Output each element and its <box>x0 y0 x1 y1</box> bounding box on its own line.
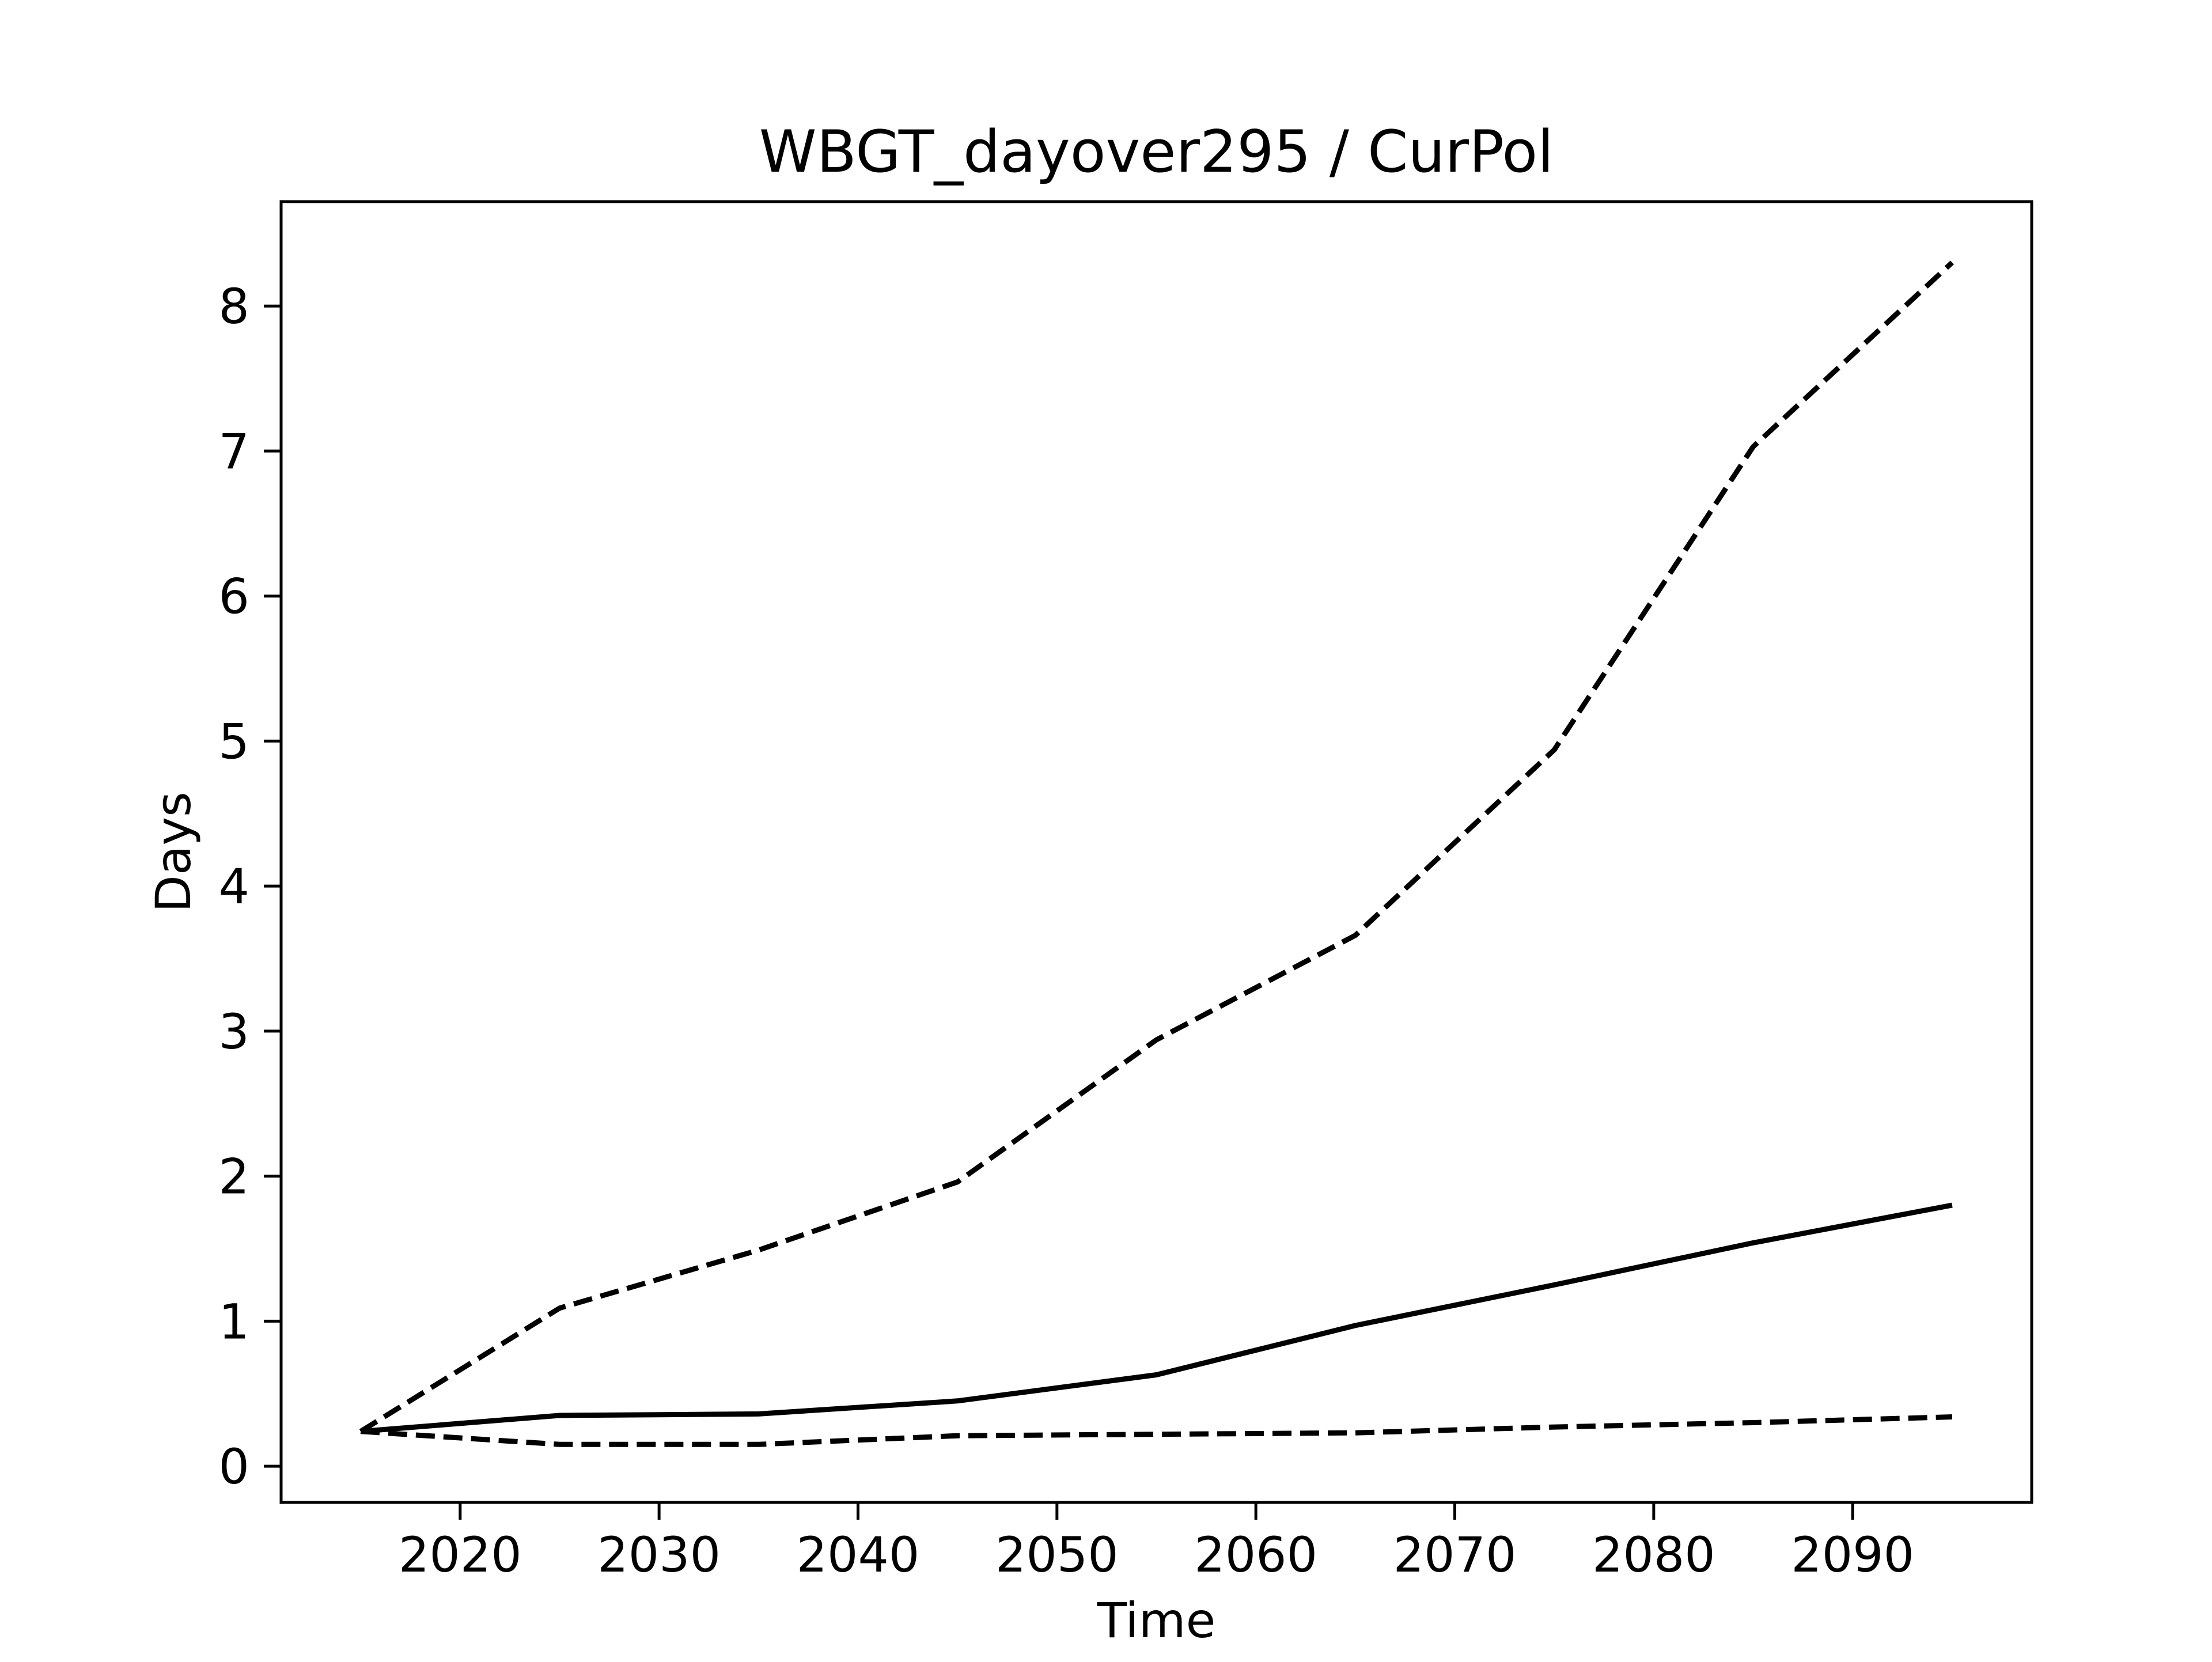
y-tick-label: 3 <box>219 1004 249 1060</box>
series-line-1 <box>360 1202 1953 1434</box>
y-tick-label: 1 <box>219 1293 249 1350</box>
y-tick-label: 6 <box>219 569 249 625</box>
x-tick-label: 2070 <box>1393 1527 1517 1583</box>
x-tick-label: 2040 <box>797 1527 920 1583</box>
plot-lines <box>359 260 1954 1447</box>
y-axis-ticks: 0 1 2 3 4 5 6 7 8 <box>219 278 281 1495</box>
x-axis-label: Time <box>1097 1592 1216 1649</box>
x-tick-label: 2090 <box>1791 1527 1914 1583</box>
series-line-3 <box>360 1414 1953 1447</box>
y-tick-label: 7 <box>219 423 249 480</box>
series-line-2 <box>359 260 1954 1434</box>
plot-frame <box>279 200 2033 1504</box>
x-tick-label: 2020 <box>399 1527 522 1583</box>
x-tick-label: 2060 <box>1194 1527 1317 1583</box>
y-axis-label: Days <box>145 792 202 913</box>
x-tick-label: 2050 <box>995 1527 1119 1583</box>
y-tick-label: 8 <box>219 278 249 335</box>
x-tick-label: 2030 <box>597 1527 721 1583</box>
y-tick-label: 5 <box>219 713 249 770</box>
y-tick-label: 2 <box>219 1149 249 1205</box>
y-tick-label: 4 <box>219 858 249 915</box>
y-tick-label: 0 <box>219 1438 249 1495</box>
x-tick-label: 2080 <box>1592 1527 1715 1583</box>
x-axis-ticks: 2020 2030 2040 2050 2060 2070 2080 2090 <box>399 1502 1914 1583</box>
chart-title: WBGT_dayover295 / CurPol <box>759 118 1554 185</box>
